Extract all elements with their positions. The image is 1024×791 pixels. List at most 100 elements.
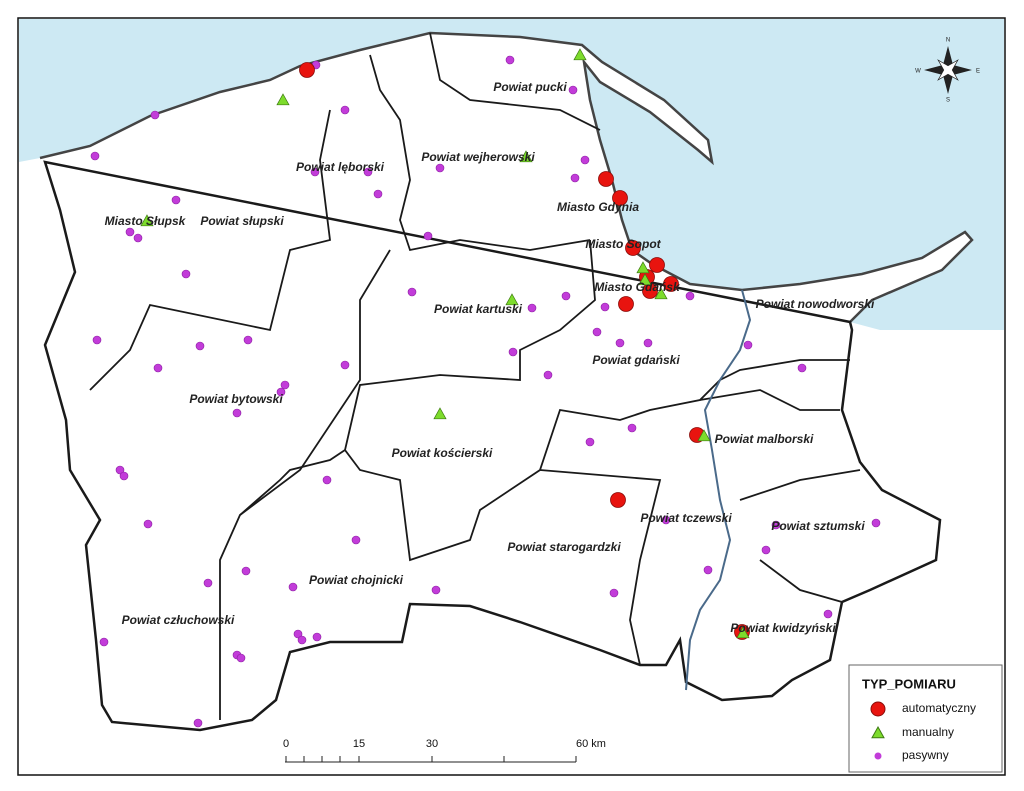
- scale-label: 30: [426, 738, 438, 750]
- station-manual: [636, 261, 650, 274]
- station-passive: [153, 363, 163, 373]
- station-manual: [505, 293, 519, 306]
- station-passive: [585, 437, 595, 447]
- legend-title: TYP_POMIARU: [862, 676, 956, 691]
- station-passive: [150, 110, 160, 120]
- region-label: Powiat kartuski: [434, 302, 523, 316]
- station-passive: [243, 335, 253, 345]
- station-passive: [570, 173, 580, 183]
- region-label: Powiat kwidzyński: [730, 621, 836, 635]
- legend-box: [848, 664, 1003, 773]
- region-label: Miasto Gdynia: [557, 200, 639, 214]
- station-passive: [236, 653, 246, 663]
- station-automatic: [663, 276, 679, 292]
- region-label: Miasto Słupsk: [105, 214, 187, 228]
- region-label: Miasto Sopot: [585, 237, 661, 251]
- station-passive: [119, 471, 129, 481]
- region-label: Powiat lęborski: [296, 160, 385, 174]
- station-passive: [505, 55, 515, 65]
- station-passive: [322, 475, 332, 485]
- station-manual: [654, 287, 668, 300]
- station-passive: [543, 370, 553, 380]
- county-borders: [89, 32, 861, 720]
- station-passive: [340, 360, 350, 370]
- region-label: Powiat gdański: [592, 353, 680, 367]
- station-manual: [433, 407, 447, 420]
- station-manual: [736, 626, 750, 639]
- scale-bar: [285, 756, 577, 763]
- station-passive: [685, 291, 695, 301]
- region-label: Powiat starogardzki: [507, 540, 621, 554]
- station-passive: [592, 327, 602, 337]
- county-border: [369, 54, 591, 252]
- county-border: [539, 469, 662, 666]
- legend-label: automatyczny: [902, 701, 976, 715]
- station-passive: [743, 340, 753, 350]
- station-manual: [519, 150, 533, 163]
- sea: [19, 19, 1004, 330]
- compass-letter: N: [946, 38, 950, 44]
- region-label: Miasto Gdańsk: [594, 280, 681, 294]
- station-passive: [423, 231, 433, 241]
- station-passive: [609, 588, 619, 598]
- region-label: Powiat kościerski: [392, 446, 493, 460]
- station-automatic: [618, 296, 634, 312]
- county-border: [429, 32, 601, 131]
- station-passive: [431, 585, 441, 595]
- station-manual: [638, 273, 652, 286]
- county-border: [239, 449, 346, 516]
- station-passive: [280, 380, 290, 390]
- region-label: Powiat chojnicki: [309, 573, 404, 587]
- compass-rose-inner: [937, 59, 959, 81]
- scale-label: 0: [283, 738, 289, 750]
- station-manual: [276, 93, 290, 106]
- station-automatic: [649, 257, 665, 273]
- station-passive: [181, 269, 191, 279]
- county-border: [219, 249, 391, 720]
- compass-letter: S: [946, 98, 950, 104]
- station-passive: [351, 535, 361, 545]
- station-automatic: [610, 492, 626, 508]
- station-passive: [171, 195, 181, 205]
- station-passive: [568, 85, 578, 95]
- region-label: Powiat tczewski: [640, 511, 732, 525]
- vistula-river: [685, 289, 752, 691]
- station-passive: [133, 233, 143, 243]
- station-automatic: [598, 171, 614, 187]
- station-passive: [340, 105, 350, 115]
- station-passive: [92, 335, 102, 345]
- compass: [924, 46, 972, 94]
- region-label: Powiat sztumski: [771, 519, 865, 533]
- station-passive: [276, 387, 286, 397]
- scale-label: 15: [353, 738, 365, 750]
- station-passive: [407, 287, 417, 297]
- station-passive: [600, 302, 610, 312]
- station-passive: [363, 167, 373, 177]
- station-passive: [193, 718, 203, 728]
- station-passive: [312, 632, 322, 642]
- station-passive: [99, 637, 109, 647]
- county-border: [89, 109, 331, 391]
- station-passive: [435, 163, 445, 173]
- station-passive: [615, 338, 625, 348]
- station-passive: [643, 338, 653, 348]
- county-border: [699, 389, 861, 603]
- station-passive: [627, 423, 637, 433]
- station-passive: [143, 519, 153, 529]
- station-automatic: [299, 62, 315, 78]
- station-passive: [125, 227, 135, 237]
- legend-symbol: [871, 725, 885, 739]
- region-label: Powiat pucki: [493, 80, 567, 94]
- station-manual: [140, 214, 154, 227]
- region-label: Powiat człuchowski: [122, 613, 235, 627]
- station-passive: [771, 520, 781, 530]
- station-passive: [310, 167, 320, 177]
- station-passive: [703, 565, 713, 575]
- compass-letter: W: [915, 69, 921, 75]
- voivodeship-border: [43, 160, 942, 732]
- station-passive: [115, 465, 125, 475]
- station-automatic: [612, 190, 628, 206]
- station-passive: [293, 629, 303, 639]
